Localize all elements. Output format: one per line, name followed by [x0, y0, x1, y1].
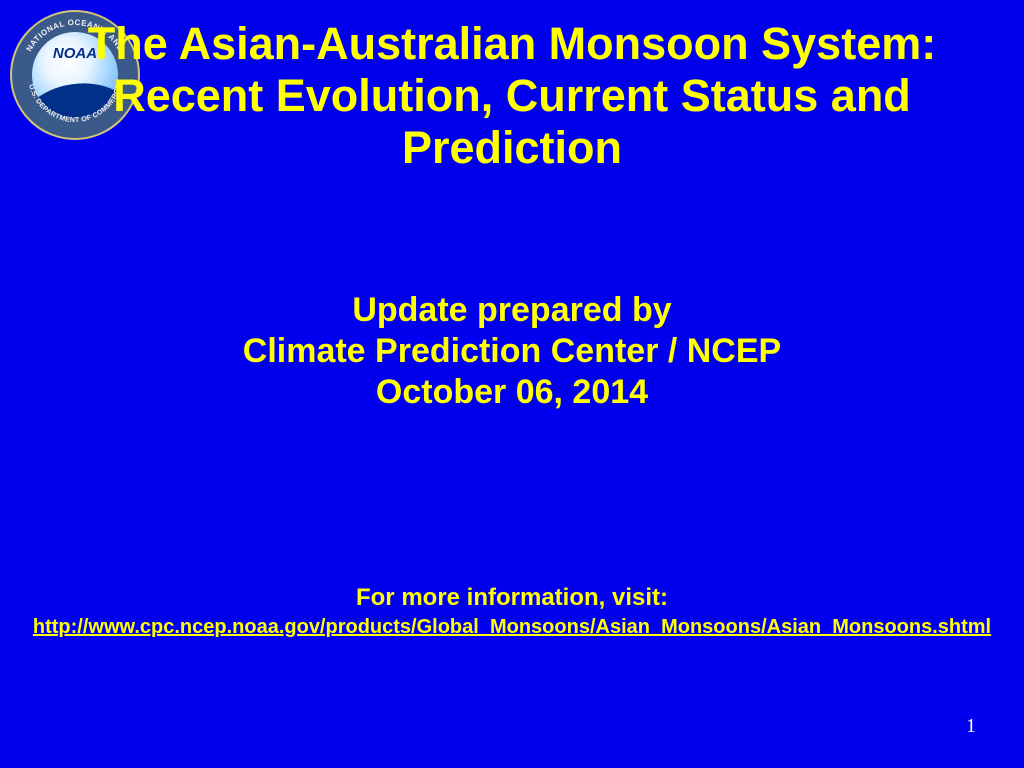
slide-subtitle: Update prepared by Climate Prediction Ce… — [0, 290, 1024, 412]
slide-title: The Asian-Australian Monsoon System: Rec… — [0, 18, 1024, 173]
more-info-link[interactable]: http://www.cpc.ncep.noaa.gov/products/Gl… — [0, 616, 1024, 639]
subtitle-line-2: Climate Prediction Center / NCEP — [0, 331, 1024, 372]
subtitle-line-1: Update prepared by — [0, 290, 1024, 331]
subtitle-line-3: October 06, 2014 — [0, 372, 1024, 413]
page-number: 1 — [966, 715, 976, 738]
more-info-label: For more information, visit: — [0, 584, 1024, 612]
